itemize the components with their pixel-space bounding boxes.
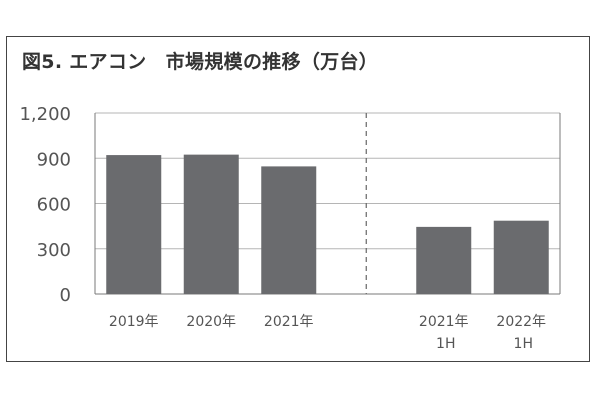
axes: [94, 113, 561, 294]
x-tick-label: 2021年: [419, 314, 469, 330]
x-tick-sublabel: 1H: [514, 336, 533, 352]
y-tick-label: 1,200: [19, 104, 71, 125]
y-tick-label: 600: [37, 195, 71, 216]
bar: [183, 154, 239, 294]
bars: [106, 154, 549, 294]
bar: [261, 166, 317, 294]
x-tick-label: 2021年: [264, 314, 314, 330]
x-tick-label: 2020年: [186, 314, 236, 330]
labels: 0 300 600 900 1,200 2019年 2020年 2021年 2021年 1H 202…: [19, 104, 546, 352]
bar: [493, 220, 549, 294]
y-tick-label: 300: [37, 240, 71, 261]
bar: [416, 226, 472, 294]
y-tick-label: 900: [37, 149, 71, 170]
bar: [106, 155, 162, 294]
gridlines: [95, 112, 560, 295]
y-tick-label: 0: [60, 285, 71, 306]
x-tick-label: 2019年: [109, 314, 159, 330]
x-tick-sublabel: 1H: [436, 336, 455, 352]
x-tick-label: 2022年: [496, 314, 546, 330]
chart-title: 図5. エアコン 市場規模の推移（万台）: [22, 51, 379, 73]
